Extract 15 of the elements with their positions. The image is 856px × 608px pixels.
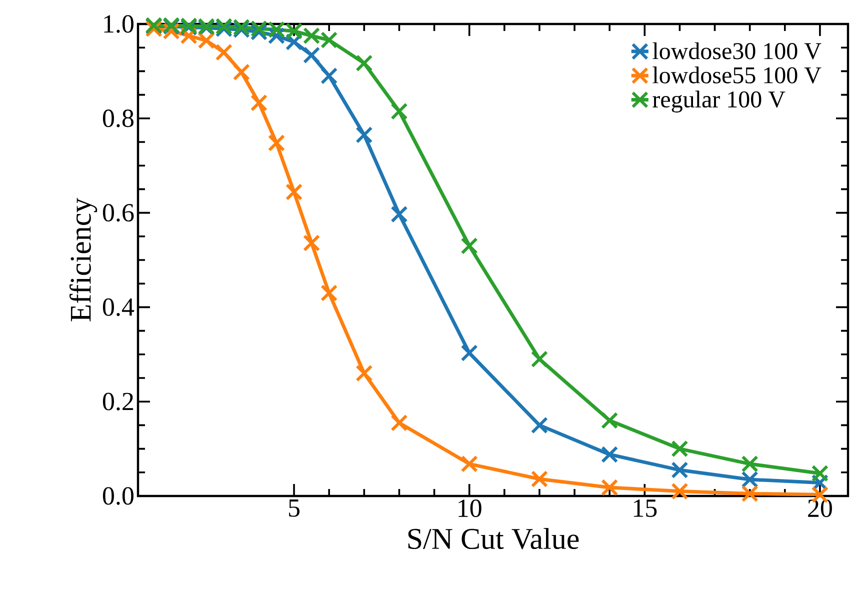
y-tick-label: 0.0 bbox=[102, 487, 134, 505]
legend-label: regular 100 V bbox=[652, 90, 786, 112]
x-tick-label: 15 bbox=[634, 500, 657, 517]
x-tick-label: 10 bbox=[458, 500, 482, 518]
legend-label: lowdose30 100 V bbox=[652, 42, 822, 60]
x-tick-label: 5 bbox=[289, 500, 300, 517]
y-tick-label: 0.2 bbox=[102, 392, 134, 410]
x-axis-title: S/N Cut Value bbox=[408, 528, 579, 550]
y-axis-title: Efficiency bbox=[70, 198, 98, 322]
y-tick-label: 0.8 bbox=[102, 110, 134, 128]
legend-label: lowdose55 100 V bbox=[652, 66, 822, 84]
y-tick-label: 0.6 bbox=[102, 204, 134, 222]
y-tick-label: 1.0 bbox=[104, 15, 134, 33]
x-tick-label: 20 bbox=[808, 500, 832, 518]
y-tick-label: 0.4 bbox=[102, 298, 134, 316]
